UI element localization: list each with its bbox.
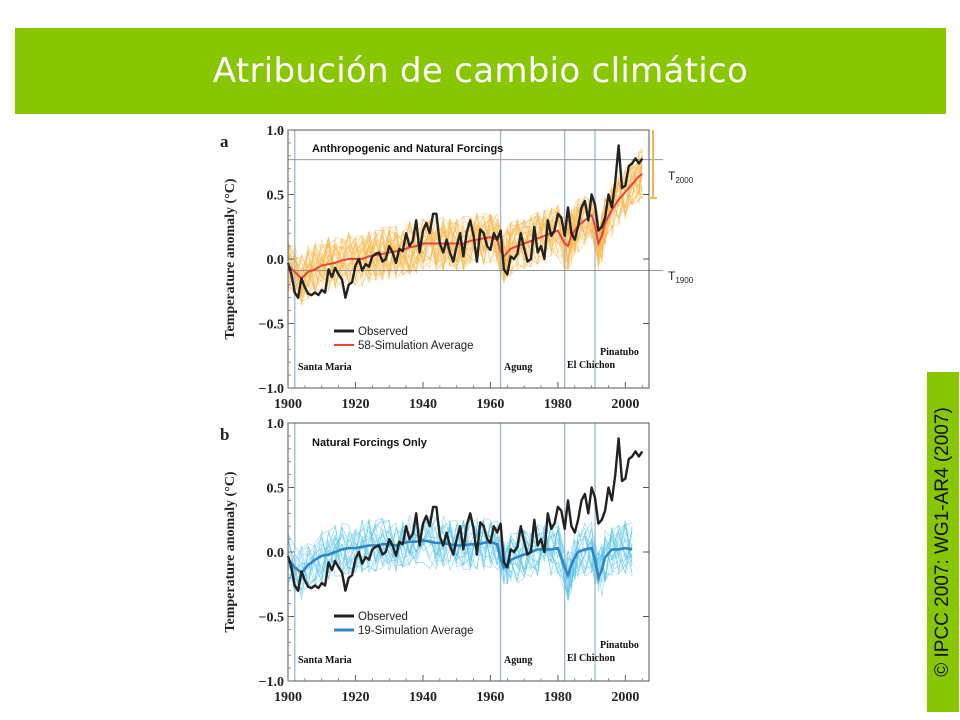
- volcano-lines-b: [294, 423, 596, 681]
- volcano-label-santa-maria-a: Santa Maria: [298, 362, 352, 373]
- y-tick-label-a-3: −0.5: [259, 318, 284, 333]
- ensemble-member-b-18: [287, 515, 633, 594]
- x-tick-label-a-2: 1940: [409, 397, 437, 412]
- legend-label-mean-b: 19-Simulation Average: [358, 625, 474, 637]
- series-mean-line-b: [286, 539, 633, 583]
- y-axis-label-b: Temperature anomaly (°C): [223, 471, 238, 632]
- title-banner: Atribución de cambio climático: [15, 28, 946, 114]
- credit-strip: © IPCC 2007: WG1-AR4 (2007): [927, 372, 959, 712]
- legend-label-observed-b: Observed: [358, 611, 408, 623]
- y-axis-label-a: Temperature anomaly (°C): [223, 178, 238, 339]
- y-tick-label-b-4: −1.0: [259, 675, 284, 690]
- volcano-label-pinatubo-b: Pinatubo: [600, 640, 639, 651]
- x-tick-label-b-1: 1920: [341, 690, 369, 705]
- x-tick-label-a-0: 1900: [274, 397, 302, 412]
- reference-lines-a: [288, 159, 663, 272]
- x-tick-label-a-4: 1980: [544, 397, 572, 412]
- x-tick-label-b-0: 1900: [274, 690, 302, 705]
- y-tick-label-b-2: 0.0: [267, 546, 285, 561]
- series-lines-b: [286, 437, 644, 592]
- y-tick-label-a-1: 0.5: [267, 189, 285, 204]
- ensemble-member-a-29: [287, 148, 643, 301]
- panel-letter-b: b: [220, 425, 229, 444]
- y-tick-label-b-0: 1.0: [267, 417, 285, 432]
- ensemble-member-b-14: [287, 518, 633, 602]
- ensemble-member-a-26: [287, 161, 643, 298]
- y-tick-label-b-3: −0.5: [259, 611, 284, 626]
- x-tick-label-b-4: 1980: [544, 690, 572, 705]
- series-mean-line-a: [287, 173, 643, 280]
- volcano-label-pinatubo-a: Pinatubo: [600, 347, 639, 358]
- volcano-label-el-chichon-a: El Chichon: [567, 360, 616, 371]
- y-tick-label-a-0: 1.0: [267, 124, 285, 139]
- volcano-label-santa-maria-b: Santa Maria: [298, 655, 352, 666]
- ensemble-member-a-28: [287, 166, 643, 295]
- y-tick-label-b-1: 0.5: [267, 482, 285, 497]
- series-lines-a: [286, 144, 644, 299]
- series-observed-line-a: [286, 144, 644, 299]
- ensemble-member-a-20: [287, 165, 643, 284]
- series-observed-line-b: [286, 437, 644, 592]
- panel-letter-a: a: [220, 132, 229, 151]
- legend-label-observed-a: Observed: [358, 326, 408, 338]
- x-tick-label-a-1: 1920: [341, 397, 369, 412]
- y-tick-label-a-4: −1.0: [259, 382, 284, 397]
- page-title: Atribución de cambio climático: [212, 51, 749, 91]
- legend-label-mean-a: 58-Simulation Average: [358, 340, 474, 352]
- x-tick-label-a-3: 1960: [476, 397, 504, 412]
- volcano-label-agung-b: Agung: [504, 655, 532, 666]
- ensemble-member-b-11: [287, 514, 633, 590]
- x-tick-label-b-3: 1960: [476, 690, 504, 705]
- x-tick-label-b-5: 2000: [611, 690, 639, 705]
- x-tick-label-a-5: 2000: [611, 397, 639, 412]
- volcano-label-el-chichon-b: El Chichon: [567, 653, 616, 664]
- y-tick-label-a-2: 0.0: [267, 253, 285, 268]
- panel-title-a: Anthropogenic and Natural Forcings: [312, 143, 503, 155]
- x-tick-label-b-2: 1940: [409, 690, 437, 705]
- panel-title-b: Natural Forcings Only: [312, 437, 428, 449]
- volcano-label-agung-a: Agung: [504, 362, 532, 373]
- t1900-label: T1900: [668, 269, 694, 285]
- volcano-lines-a: [294, 130, 596, 388]
- t2000-label: T2000: [668, 169, 694, 185]
